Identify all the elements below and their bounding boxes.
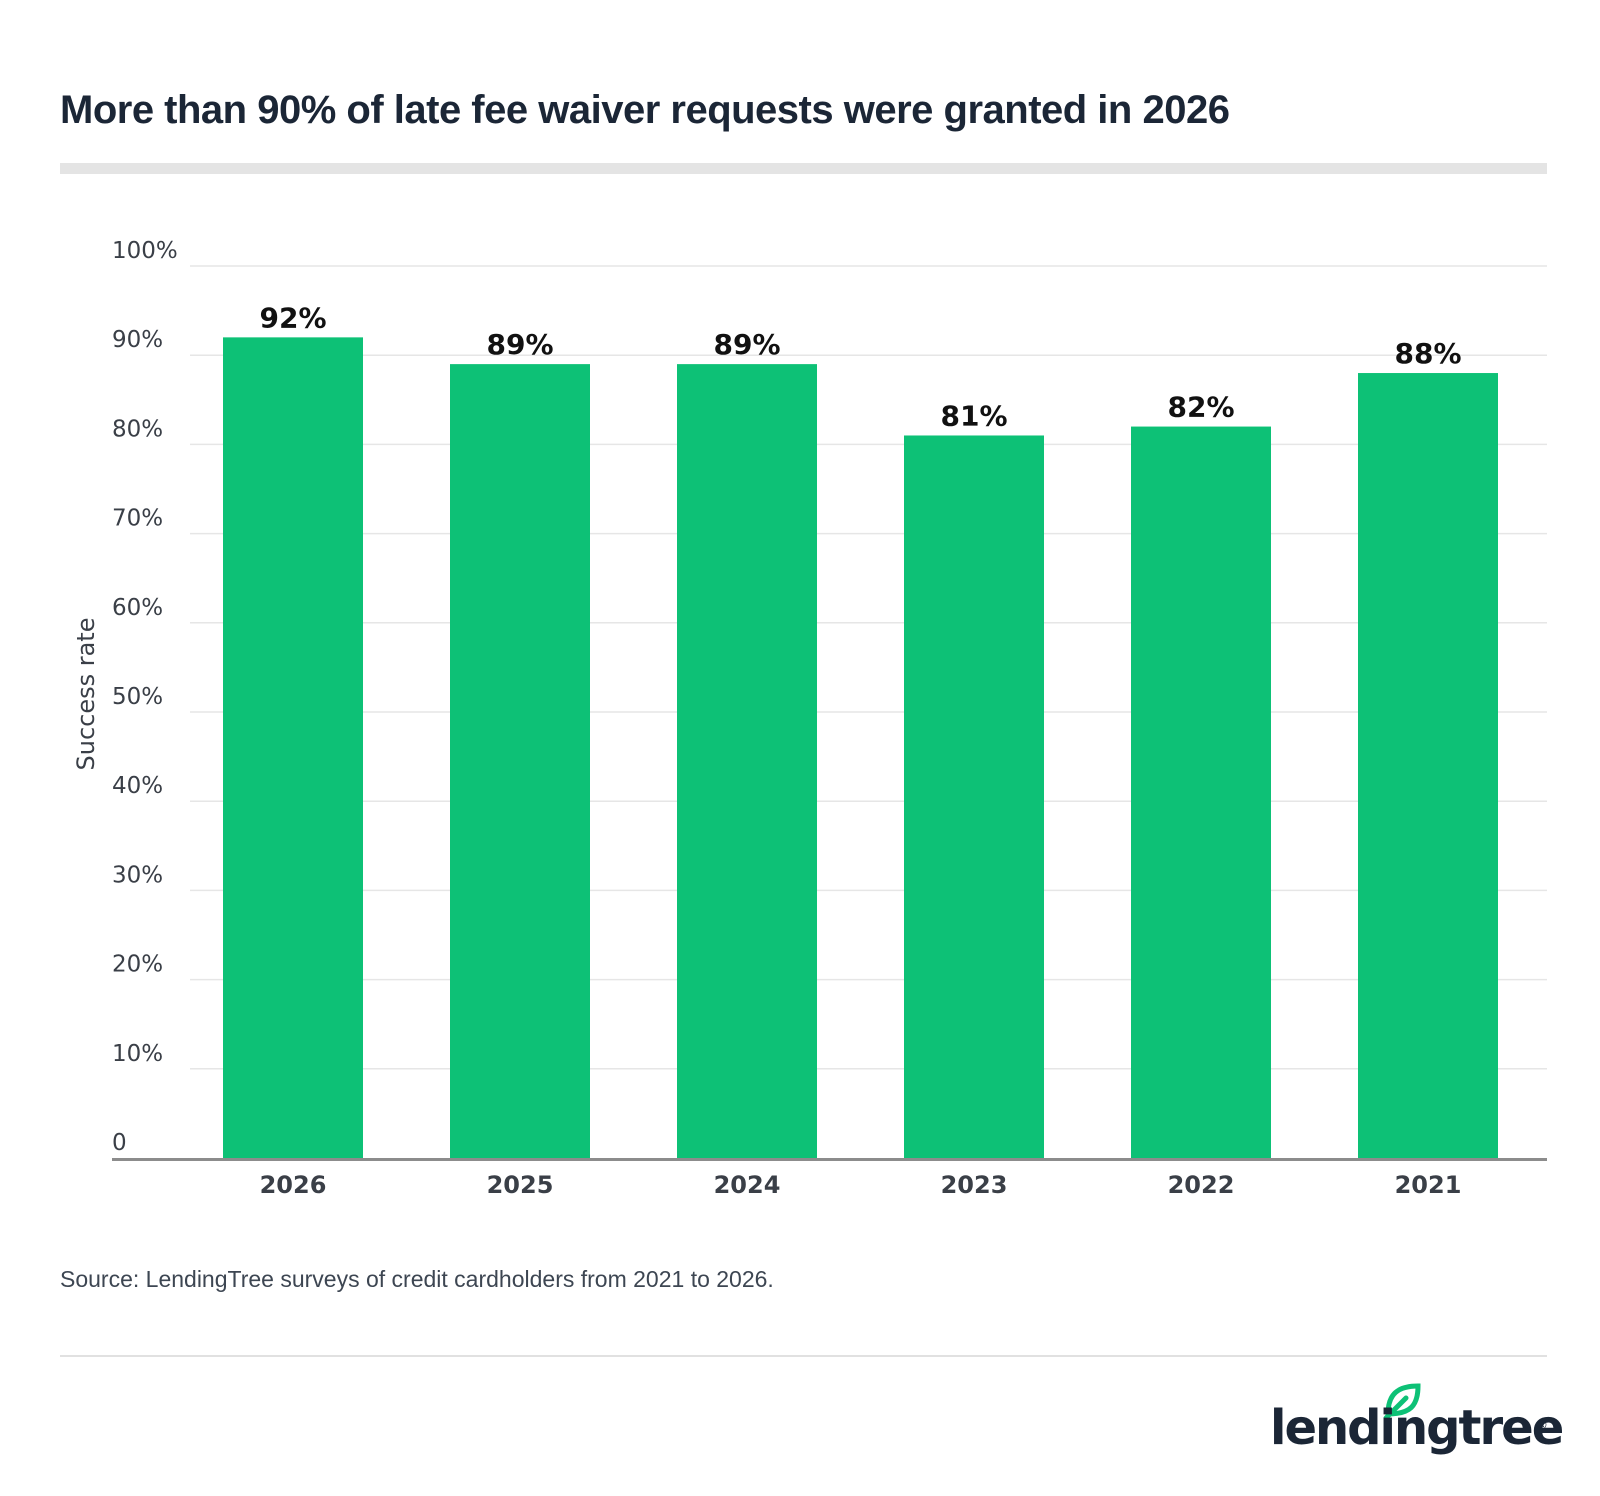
bar-2026 [223, 337, 363, 1158]
bars [223, 337, 1498, 1159]
bar-value-labels: 92% 89% 89% 81% 82% 88% [259, 301, 1461, 432]
bar-2025 [450, 364, 590, 1158]
y-tick-label: 10% [112, 1041, 163, 1067]
source-note: Source: LendingTree surveys of credit ca… [60, 1266, 774, 1292]
bar-2021 [1358, 373, 1498, 1158]
y-tick-label: 80% [112, 416, 163, 442]
y-tick-label: 0 [112, 1130, 127, 1156]
bar-2023 [904, 435, 1044, 1159]
y-tick-label: 20% [112, 952, 163, 978]
x-tick-label: 2023 [941, 1171, 1008, 1199]
chart-title: More than 90% of late fee waiver request… [60, 88, 1230, 132]
y-tick-label: 100% [112, 238, 178, 264]
y-tick-label: 90% [112, 327, 163, 353]
y-tick-label: 70% [112, 506, 163, 532]
y-axis-label: Success rate [72, 618, 100, 771]
bar-2022 [1131, 426, 1271, 1158]
gridlines [190, 265, 1547, 1070]
y-tick-label: 50% [112, 684, 163, 710]
footer-divider [60, 1355, 1547, 1357]
lendingtree-logo[interactable]: lendingtree ® [1270, 1380, 1564, 1470]
bar-value-label: 82% [1167, 391, 1234, 424]
bar-value-label: 89% [486, 328, 553, 361]
x-tick-labels: 2026 2025 2024 2023 2022 2021 [260, 1171, 1462, 1199]
bar-2024 [677, 364, 817, 1158]
bar-value-label: 89% [713, 328, 780, 361]
registered-mark: ® [1536, 1418, 1548, 1432]
leaf-icon [1383, 1383, 1421, 1420]
bar-value-label: 81% [940, 399, 1007, 432]
bar-value-label: 88% [1394, 337, 1461, 370]
bar-chart: 0 10% 20% 30% 40% 50% 60% 70% 80% 90% 100% Success… [72, 238, 1547, 1199]
y-tick-labels: 0 10% 20% 30% 40% 50% 60% 70% 80% 90% 100% [112, 238, 178, 1156]
y-tick-label: 60% [112, 595, 163, 621]
y-tick-label: 30% [112, 862, 163, 888]
x-tick-label: 2021 [1395, 1171, 1462, 1199]
title-divider [60, 163, 1547, 174]
bar-value-label: 92% [259, 301, 326, 334]
y-tick-label: 40% [112, 773, 163, 799]
x-tick-label: 2024 [714, 1171, 781, 1199]
x-tick-label: 2022 [1168, 1171, 1235, 1199]
x-tick-label: 2026 [260, 1171, 327, 1199]
x-tick-label: 2025 [487, 1171, 554, 1199]
logo-wordmark: lendingtree [1270, 1400, 1564, 1456]
